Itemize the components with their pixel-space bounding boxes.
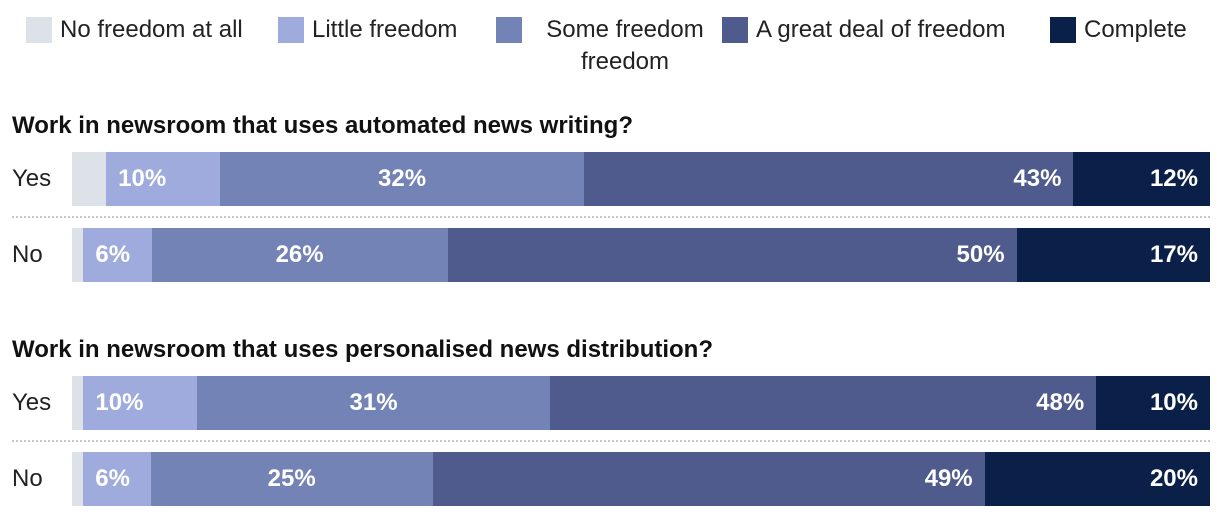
legend-swatch — [1050, 17, 1076, 43]
bar-segment-great-deal-freedom — [584, 152, 1074, 206]
legend-label-line: freedom — [580, 48, 670, 75]
legend-label: No freedom at all — [60, 16, 243, 43]
row-divider — [12, 216, 1210, 218]
legend-label: Some freedom freedom — [530, 14, 720, 78]
bar-segment-little-freedom — [106, 152, 220, 206]
legend-swatch — [722, 17, 748, 43]
data-label-some-freedom: 25% — [267, 465, 316, 492]
data-label-little-freedom: 6% — [95, 241, 131, 268]
data-label-little-freedom: 6% — [95, 465, 130, 492]
bar-segment-great-deal-freedom — [432, 452, 985, 506]
bar-segment-no-freedom — [72, 152, 107, 206]
data-label-great-deal-freedom: 49% — [924, 465, 973, 492]
data-label-complete: 10% — [1149, 389, 1198, 416]
row-divider — [12, 440, 1210, 442]
bar-segment-no-freedom — [72, 228, 84, 282]
stacked-bar-personalised-no: 6% 25% 49% 20% — [72, 452, 1210, 506]
legend-item-no-freedom: No freedom at all — [26, 14, 243, 46]
data-label-complete: 20% — [1149, 465, 1198, 492]
bar-segment-complete — [1096, 376, 1210, 430]
row-label-personalised-no: No — [12, 465, 43, 492]
data-label-some-freedom: 31% — [349, 389, 398, 416]
legend-item-great-deal-freedom: A great deal of freedom — [722, 14, 1006, 46]
bar-segment-some-freedom — [151, 228, 448, 282]
stacked-bar-automated-no: 6% 26% 50% 17% — [72, 228, 1210, 282]
group-title-automated-writing: Work in newsroom that uses automated new… — [12, 112, 633, 139]
data-label-great-deal-freedom: 48% — [1036, 389, 1085, 416]
row-label-personalised-yes: Yes — [12, 389, 52, 416]
row-label-automated-yes: Yes — [12, 165, 52, 192]
bar-segment-little-freedom — [83, 228, 152, 282]
data-label-great-deal-freedom: 50% — [956, 241, 1005, 268]
legend-item-little-freedom: Little freedom — [278, 14, 457, 46]
legend-swatch — [26, 17, 52, 43]
legend-swatch — [278, 17, 304, 43]
legend-label-line: Some freedom — [546, 16, 704, 43]
legend-label: A great deal of freedom — [756, 16, 1006, 43]
data-label-complete: 12% — [1149, 165, 1198, 192]
data-label-complete: 17% — [1149, 241, 1198, 268]
legend-item-some-freedom: Some freedom freedom — [496, 14, 720, 78]
bar-segment-no-freedom — [72, 452, 84, 506]
legend-label: Little freedom — [312, 16, 458, 43]
bar-segment-complete — [1016, 228, 1210, 282]
stacked-bar-personalised-yes: 10% 31% 48% 10% — [72, 376, 1210, 430]
bar-segment-little-freedom — [83, 376, 198, 430]
data-label-little-freedom: 10% — [95, 389, 144, 416]
bar-segment-little-freedom — [83, 452, 151, 506]
bar-segment-great-deal-freedom — [549, 376, 1097, 430]
bar-segment-some-freedom — [150, 452, 433, 506]
chart-legend: No freedom at all Little freedom Some fr… — [0, 0, 1220, 90]
row-label-automated-no: No — [12, 241, 43, 268]
legend-swatch — [496, 17, 522, 43]
data-label-some-freedom: 26% — [275, 241, 324, 268]
group-title-personalised-distribution: Work in newsroom that uses personalised … — [12, 336, 714, 363]
data-label-little-freedom: 10% — [118, 165, 167, 192]
data-label-great-deal-freedom: 43% — [1013, 165, 1062, 192]
bar-segment-some-freedom — [219, 152, 585, 206]
data-label-some-freedom: 32% — [377, 165, 427, 192]
bar-segment-some-freedom — [197, 376, 550, 430]
bar-segment-great-deal-freedom — [447, 228, 1017, 282]
stacked-bar-automated-yes: 10% 32% 43% 12% — [72, 152, 1210, 206]
bar-segment-complete — [1073, 152, 1210, 206]
legend-item-complete: Complete — [1050, 14, 1187, 46]
bar-segment-no-freedom — [72, 376, 84, 430]
bar-segment-complete — [984, 452, 1210, 506]
legend-label: Complete — [1084, 16, 1187, 43]
